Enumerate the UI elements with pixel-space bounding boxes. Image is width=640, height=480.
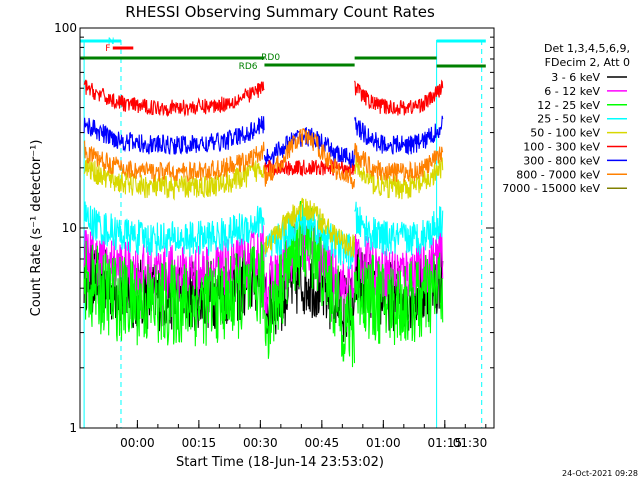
x-tick-label: 00:15	[182, 436, 217, 450]
legend-label: 3 - 6 keV	[551, 71, 600, 84]
y-axis-label: Count Rate (s⁻¹ detector⁻¹)	[29, 140, 44, 317]
x-tick-label: 00:00	[120, 436, 155, 450]
x-tick-label: 00:30	[243, 436, 278, 450]
series-line-50-to-100keV	[83, 156, 444, 258]
x-axis-label: Start Time (18-Jun-14 23:53:02)	[176, 455, 384, 470]
legend-label: 50 - 100 keV	[530, 127, 600, 140]
y-tick-label: 100	[54, 21, 77, 35]
x-tick-label: 01:15	[428, 436, 463, 450]
legend-header-line-1: Det 1,3,4,5,6,9,	[544, 42, 630, 55]
legend-label: 300 - 800 keV	[523, 154, 600, 167]
status-label-rd0: RD0	[261, 53, 280, 63]
chart-title: RHESSI Observing Summary Count Rates	[125, 3, 435, 21]
series-line-12-to-25keV	[83, 200, 444, 368]
footer-date: 24-Oct-2021 09:28	[562, 469, 638, 478]
series-line-800-to-7000keV	[83, 127, 444, 190]
x-tick-label: 01:30	[453, 436, 488, 450]
legend-header-line-2: FDecim 2, Att 0	[545, 56, 630, 69]
legend-label: 6 - 12 keV	[544, 85, 600, 98]
legend-label: 25 - 50 keV	[537, 113, 600, 126]
y-tick-label: 1	[69, 421, 77, 435]
y-tick-label: 10	[62, 221, 77, 235]
legend-label: 7000 - 15000 keV	[502, 182, 600, 195]
x-tick-label: 00:45	[305, 436, 340, 450]
legend-label: 100 - 300 keV	[523, 141, 600, 154]
legend-label: 12 - 25 keV	[537, 99, 600, 112]
status-label-f: F	[105, 44, 110, 54]
status-label-rd6: RD6	[239, 62, 258, 72]
x-tick-label: 01:00	[366, 436, 401, 450]
legend-label: 800 - 7000 keV	[516, 168, 600, 181]
status-label-n: N	[108, 37, 115, 47]
